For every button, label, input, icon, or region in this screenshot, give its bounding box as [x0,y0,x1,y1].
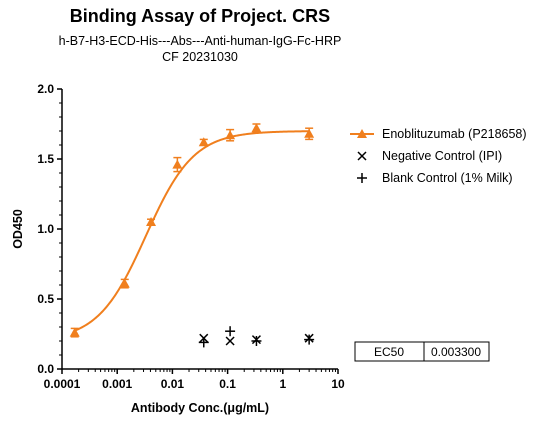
x-tick-label: 0.001 [102,377,132,391]
y-tick-label: 2.0 [37,82,54,96]
legend-item-1: Negative Control (IPI) [357,149,502,163]
legend-label: Blank Control (1% Milk) [382,171,513,185]
data-point [225,336,235,346]
chart-marks [69,123,315,348]
data-point [69,327,80,337]
fit-curve-enoblituzumab [74,130,310,332]
data-point [198,337,209,348]
x-tick-label: 0.0001 [44,377,81,391]
x-tick-label: 1 [279,377,286,391]
y-axis-label: OD450 [11,209,25,249]
legend-label: Negative Control (IPI) [382,149,502,163]
chart-title: Binding Assay of Project. CRS [69,6,331,26]
chart-subtitle-line-1: h-B7-H3-ECD-His---Abs---Anti-human-IgG-F… [58,34,342,48]
chart-subtitle-line-2: CF 20231030 [162,50,238,64]
legend-marker [357,173,367,183]
data-point [304,128,315,138]
data-point [198,137,209,147]
data-point [146,217,157,226]
data-point [225,326,236,337]
ec50-label: EC50 [374,345,404,359]
ec50-table: EC50 0.003300 [354,341,490,362]
legend-item-0: Enoblituzumab (P218658) [350,127,527,141]
data-point [251,336,262,346]
legend-label: Enoblituzumab (P218658) [382,127,527,141]
series-2 [198,326,315,348]
legend-marker [357,129,367,138]
data-point [251,123,262,133]
legend: Enoblituzumab (P218658) Negative Control … [350,127,527,185]
x-axis-label: Antibody Conc.(μg/mL) [131,401,269,415]
y-tick-label: 1.5 [37,152,54,166]
x-marker-stroke [357,151,367,161]
ec50-table-border [354,341,490,362]
y-tick-label: 1.0 [37,222,54,236]
series-0 [69,123,315,338]
x-tick-label: 0.1 [219,377,236,391]
x-tick-label: 10 [331,377,345,391]
ec50-value: 0.003300 [431,345,481,359]
legend-item-2: Blank Control (1% Milk) [357,171,513,185]
data-point [304,334,315,345]
y-tick-label: 0.0 [37,362,54,376]
data-point [172,159,183,169]
axes: 0.0 0.5 1.0 1.5 2.0 0.0001 0.001 0.01 0.1 1 10 [37,82,345,391]
data-point [119,278,130,288]
data-point [225,130,236,140]
legend-marker [357,151,367,161]
y-tick-label: 0.5 [37,292,54,306]
x-marker-stroke [225,336,235,346]
x-tick-label: 0.01 [161,377,185,391]
